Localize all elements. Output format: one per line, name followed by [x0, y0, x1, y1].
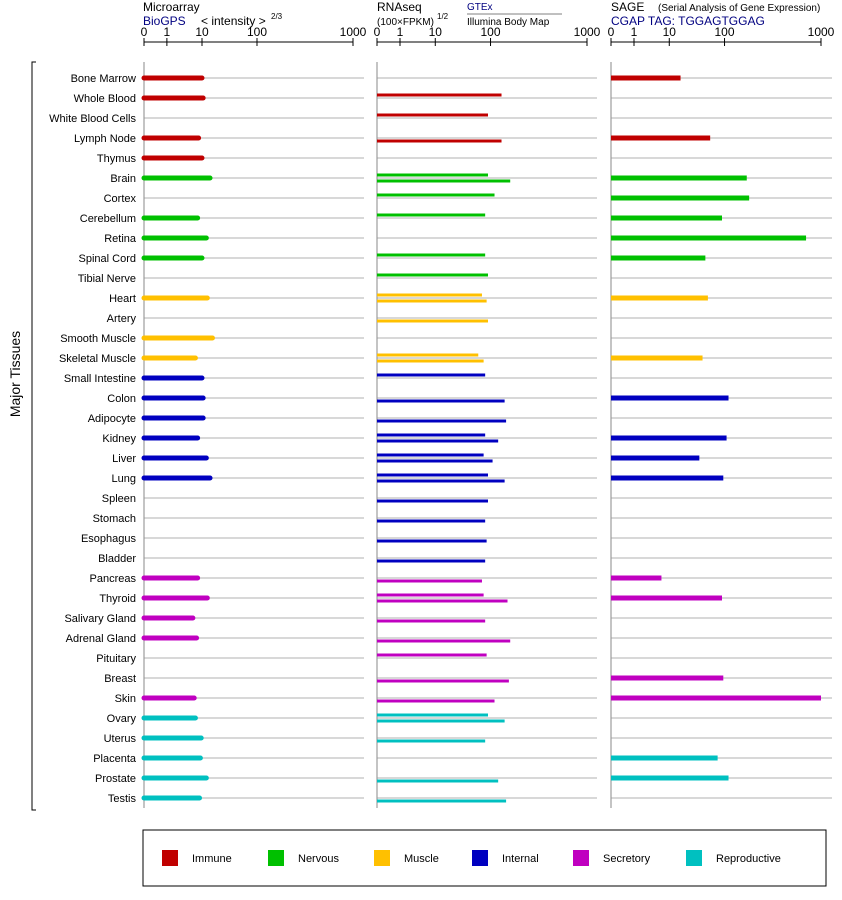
microarray-exponent: 2/3: [271, 12, 283, 21]
sage-tick-label: 0: [608, 25, 615, 39]
microarray-tick-label: 10: [195, 25, 209, 39]
legend-swatch: [268, 850, 284, 866]
microarray-title: Microarray: [143, 0, 200, 14]
tissue-label: Artery: [107, 313, 137, 325]
rnaseq-source-ibm: Illumina Body Map: [467, 17, 550, 28]
tissue-label: Placenta: [93, 753, 137, 765]
microarray-tick-label: 0: [141, 25, 148, 39]
rnaseq-header: RNAseq (100×FPKM) 1/2 GTEx Illumina Body…: [377, 0, 562, 28]
sage-subtitle: (Serial Analysis of Gene Expression): [658, 3, 820, 14]
microarray-header: Microarray BioGPS < intensity > 2/3: [143, 0, 283, 28]
rnaseq-title: RNAseq: [377, 0, 422, 14]
tissue-label: Heart: [109, 293, 136, 305]
tissue-label: Pancreas: [90, 573, 137, 585]
legend: Immune Nervous Muscle Internal Secretory Repr…: [162, 850, 781, 866]
legend-swatch: [374, 850, 390, 866]
tissue-label: Thymus: [97, 153, 137, 165]
sage-tick-label: 100: [715, 25, 735, 39]
rnaseq-tick-label: 0: [374, 25, 381, 39]
sage-tag: CGAP TAG: TGGAGTGGAG: [611, 14, 765, 28]
microarray-intensity-label: < intensity >: [201, 14, 266, 28]
tissue-label: Spleen: [102, 493, 136, 505]
tissue-label: Colon: [107, 393, 136, 405]
tissue-label: Salivary Gland: [64, 613, 136, 625]
sage-tick-label: 1000: [808, 25, 835, 39]
tissue-label: Cerebellum: [80, 213, 136, 225]
tissue-label: Stomach: [93, 513, 136, 525]
tissue-label: Thyroid: [99, 593, 136, 605]
sage-header: SAGE (Serial Analysis of Gene Expression…: [611, 0, 820, 28]
tissue-label: Uterus: [104, 733, 137, 745]
rnaseq-tick-label: 1000: [574, 25, 601, 39]
rnaseq-exponent: 1/2: [437, 12, 449, 21]
microarray-tick-label: 1: [164, 25, 171, 39]
legend-swatch: [686, 850, 702, 866]
tissue-label: Bladder: [98, 553, 136, 565]
tissue-label: Spinal Cord: [79, 253, 136, 265]
tissue-label: Bone Marrow: [71, 73, 136, 85]
legend-label: Internal: [502, 853, 539, 865]
tissue-label: Testis: [108, 793, 137, 805]
rnaseq-tick-label: 1: [397, 25, 404, 39]
tissue-label: Adrenal Gland: [66, 633, 136, 645]
rnaseq-tick-label: 10: [429, 25, 443, 39]
rnaseq-tick-label: 100: [481, 25, 501, 39]
sage-tick-label: 10: [663, 25, 677, 39]
tissue-label: White Blood Cells: [49, 113, 136, 125]
tissue-label: Breast: [104, 673, 136, 685]
tissue-label: Kidney: [102, 433, 136, 445]
tissue-label: Lymph Node: [74, 133, 136, 145]
microarray-tick-label: 1000: [340, 25, 367, 39]
legend-box: [142, 829, 827, 887]
rnaseq-unit: (100×FPKM): [377, 17, 434, 28]
tissue-label: Brain: [110, 173, 136, 185]
tissues-bracket: [31, 61, 36, 811]
tissue-label: Tibial Nerve: [78, 273, 136, 285]
legend-label: Secretory: [603, 853, 651, 865]
bars-layer: [141, 75, 821, 803]
tissue-label: Esophagus: [81, 533, 137, 545]
sage-tick-label: 1: [631, 25, 638, 39]
major-tissues-label: Major Tissues: [7, 331, 23, 417]
tissue-label: Pituitary: [96, 653, 136, 665]
legend-swatch: [162, 850, 178, 866]
legend-label: Muscle: [404, 853, 439, 865]
tissue-label: Cortex: [104, 193, 137, 205]
tissue-label: Prostate: [95, 773, 136, 785]
tissue-label: Skin: [115, 693, 136, 705]
tissue-label: Small Intestine: [64, 373, 136, 385]
tissue-label: Lung: [112, 473, 136, 485]
microarray-tick-label: 100: [247, 25, 267, 39]
legend-swatch: [472, 850, 488, 866]
tissue-label: Whole Blood: [74, 93, 136, 105]
tissue-labels-layer: Bone Marrow Whole Blood White Blood Cells L…: [49, 73, 137, 805]
microarray-source: BioGPS: [143, 14, 186, 28]
tissue-label: Ovary: [107, 713, 137, 725]
rnaseq-source-gtex: GTEx: [467, 2, 493, 13]
legend-label: Immune: [192, 853, 232, 865]
sage-title: SAGE: [611, 0, 644, 14]
grid-layer: [144, 77, 832, 799]
tissue-label: Retina: [104, 233, 137, 245]
legend-label: Reproductive: [716, 853, 781, 865]
tissue-label: Adipocyte: [88, 413, 136, 425]
tissue-label: Liver: [112, 453, 136, 465]
legend-swatch: [573, 850, 589, 866]
tissue-label: Smooth Muscle: [60, 333, 136, 345]
legend-label: Nervous: [298, 853, 339, 865]
tissue-label: Skeletal Muscle: [59, 353, 136, 365]
